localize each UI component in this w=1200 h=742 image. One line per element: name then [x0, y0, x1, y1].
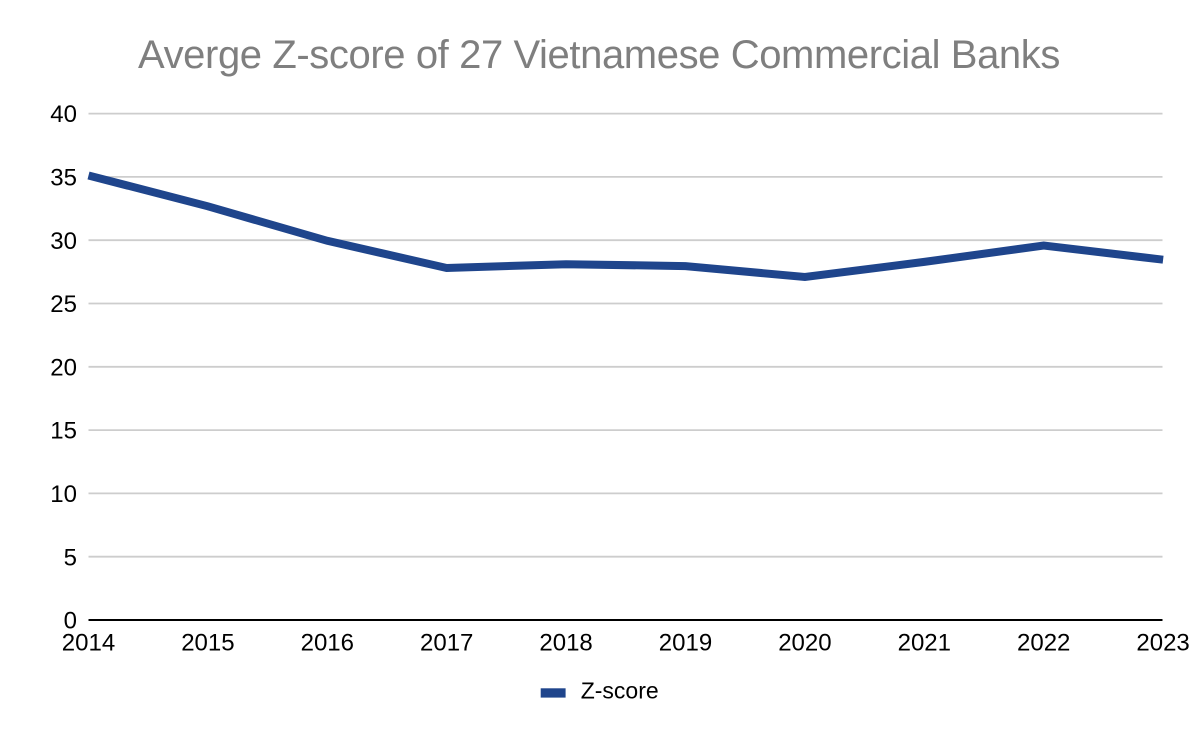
- svg-text:2016: 2016: [301, 630, 354, 657]
- svg-text:2023: 2023: [1136, 630, 1189, 657]
- svg-text:Averge Z-score of 27 Vietnames: Averge Z-score of 27 Vietnamese Commerci…: [138, 33, 1060, 77]
- svg-text:35: 35: [50, 165, 77, 192]
- svg-text:2015: 2015: [181, 630, 234, 657]
- svg-text:2017: 2017: [420, 630, 473, 657]
- svg-text:40: 40: [50, 101, 77, 128]
- svg-text:2018: 2018: [539, 630, 592, 657]
- svg-text:25: 25: [50, 291, 77, 318]
- svg-text:30: 30: [50, 228, 77, 255]
- svg-text:10: 10: [50, 481, 77, 508]
- svg-text:20: 20: [50, 354, 77, 381]
- svg-text:2021: 2021: [898, 630, 951, 657]
- svg-text:2022: 2022: [1017, 630, 1070, 657]
- svg-text:2019: 2019: [659, 630, 712, 657]
- svg-text:5: 5: [64, 544, 77, 571]
- svg-text:2020: 2020: [778, 630, 831, 657]
- svg-text:2014: 2014: [62, 630, 115, 657]
- svg-text:Z-score: Z-score: [581, 678, 659, 704]
- svg-text:0: 0: [64, 608, 77, 635]
- svg-text:15: 15: [50, 418, 77, 445]
